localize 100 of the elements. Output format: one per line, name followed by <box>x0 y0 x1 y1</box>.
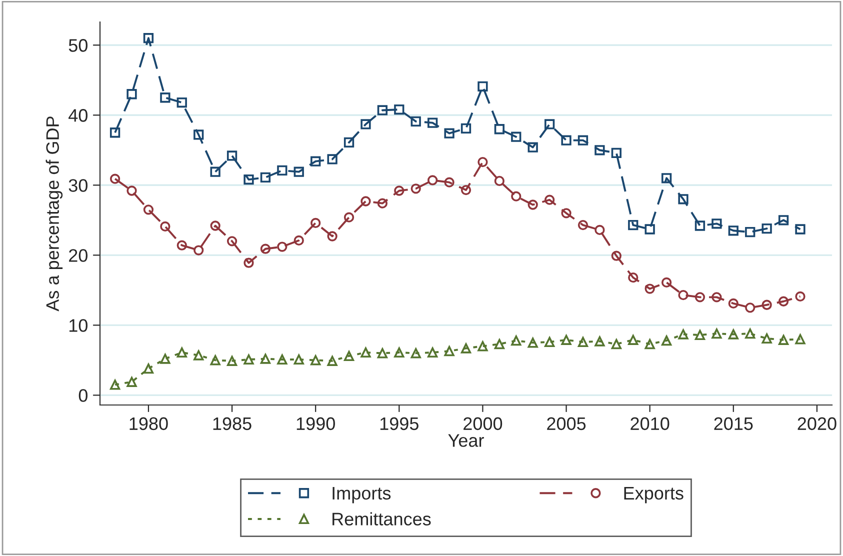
point <box>260 172 271 183</box>
point <box>410 116 421 126</box>
y-tick-label: 30 <box>68 179 88 192</box>
x-tick-label: 2000 <box>464 417 502 430</box>
point <box>578 336 588 348</box>
point <box>176 240 187 250</box>
legend-label: Exports <box>624 487 684 504</box>
point <box>210 220 220 231</box>
point <box>528 200 538 210</box>
point <box>544 119 555 130</box>
point <box>544 194 555 205</box>
x-tick-label: 2015 <box>714 417 753 430</box>
point <box>611 339 622 350</box>
point <box>728 298 738 309</box>
point <box>561 135 572 146</box>
point <box>661 277 672 288</box>
point <box>143 204 154 215</box>
point <box>226 236 238 246</box>
point <box>327 231 338 242</box>
point <box>661 336 672 346</box>
point <box>277 242 288 252</box>
point <box>210 166 220 177</box>
legend-label: Imports <box>332 487 391 504</box>
point <box>360 119 371 130</box>
point <box>745 302 756 313</box>
point <box>460 184 472 196</box>
point <box>394 104 404 115</box>
point <box>428 175 438 186</box>
point <box>244 354 254 365</box>
x-tick-label: 1995 <box>380 417 418 430</box>
point <box>410 348 421 358</box>
point <box>694 330 706 340</box>
point <box>594 224 605 236</box>
point <box>628 272 638 283</box>
point <box>628 220 638 230</box>
point <box>143 364 154 374</box>
point <box>478 81 488 92</box>
point <box>511 336 522 346</box>
point <box>244 174 254 185</box>
point <box>712 218 722 229</box>
point <box>544 336 555 348</box>
x-tick-label: 2010 <box>630 417 670 430</box>
x-tick-label: 1980 <box>130 417 168 430</box>
point <box>795 224 806 234</box>
point <box>110 174 120 184</box>
point <box>126 89 137 100</box>
point <box>611 148 622 158</box>
x-tick-label: 2020 <box>798 417 836 430</box>
point <box>327 154 338 164</box>
y-tick-label: 10 <box>69 319 88 332</box>
point <box>360 196 371 206</box>
point <box>678 290 688 300</box>
point <box>528 338 538 348</box>
point <box>712 292 722 302</box>
x-axis-title: Year <box>448 434 484 447</box>
point <box>644 339 655 350</box>
point <box>561 208 572 218</box>
point <box>277 165 288 176</box>
y-tick-label: 20 <box>69 249 88 262</box>
point <box>176 97 187 108</box>
point <box>194 130 204 140</box>
point <box>444 177 454 188</box>
point <box>244 258 254 268</box>
point <box>360 347 371 358</box>
point <box>528 142 538 152</box>
x-tick-label: 1985 <box>213 417 252 430</box>
point <box>478 156 488 168</box>
point <box>310 156 321 166</box>
point <box>712 328 722 339</box>
point <box>260 354 271 364</box>
point <box>494 176 504 186</box>
point <box>644 224 655 234</box>
point <box>511 132 522 142</box>
x-tick-label: 2005 <box>547 417 586 430</box>
point <box>410 184 421 194</box>
point <box>143 33 154 44</box>
point <box>110 380 120 390</box>
point <box>694 292 706 302</box>
point <box>344 137 354 148</box>
point <box>394 347 404 358</box>
point <box>194 350 204 360</box>
point <box>661 173 672 184</box>
point <box>294 235 304 246</box>
point <box>561 334 572 345</box>
point <box>226 356 238 366</box>
point <box>160 354 170 364</box>
point <box>628 334 638 345</box>
point <box>394 186 404 196</box>
point <box>444 346 454 356</box>
point <box>644 284 655 294</box>
point <box>327 356 338 366</box>
point <box>377 198 388 208</box>
point <box>594 145 605 156</box>
point <box>494 124 504 134</box>
point <box>611 250 622 261</box>
point <box>694 220 706 231</box>
point <box>344 350 354 362</box>
point <box>126 376 137 387</box>
point <box>344 212 354 222</box>
point <box>762 300 772 310</box>
